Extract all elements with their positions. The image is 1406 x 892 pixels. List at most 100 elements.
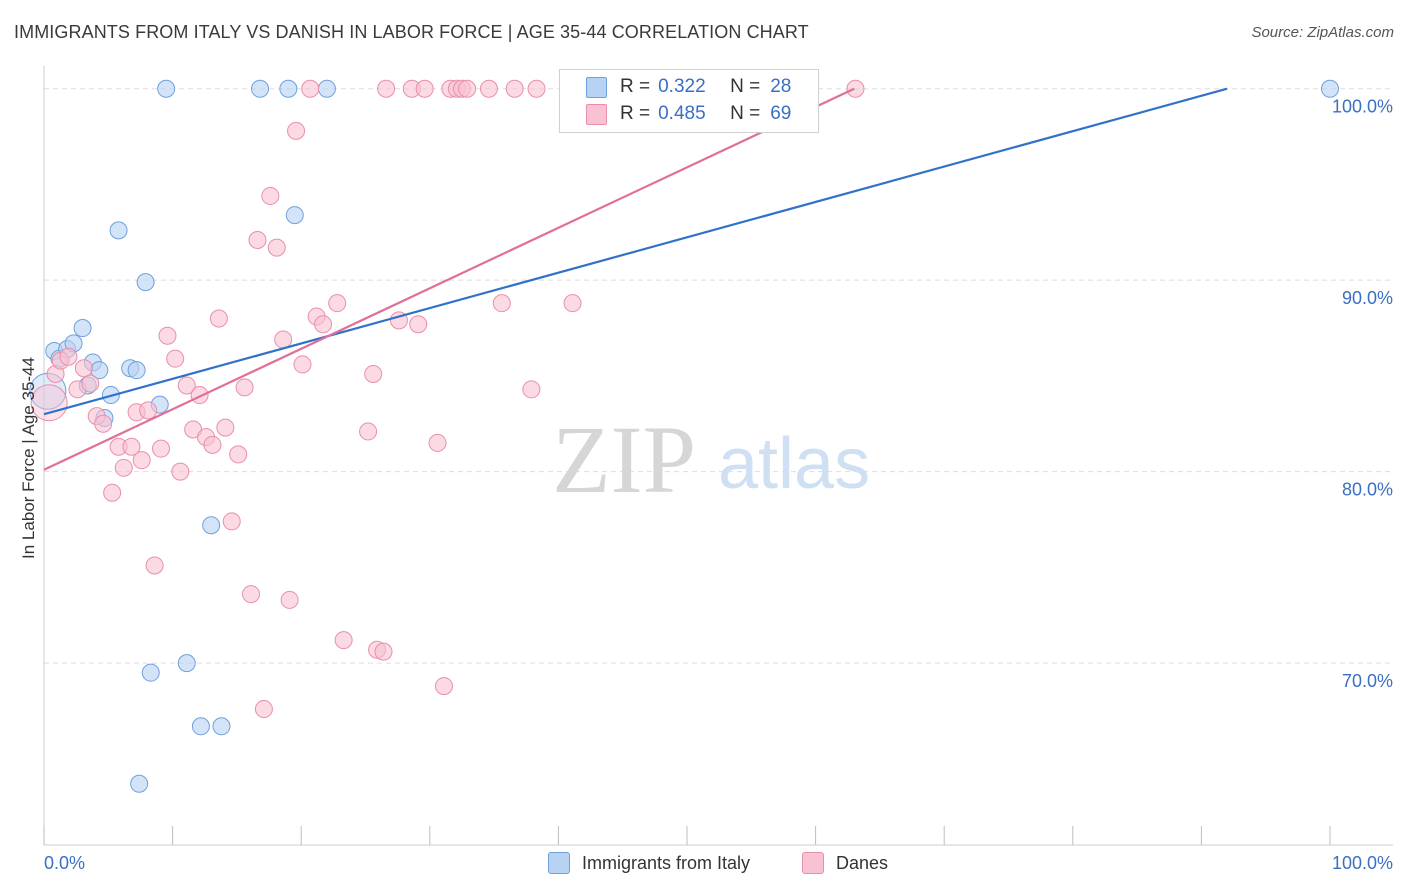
point-pink — [359, 422, 378, 441]
point-pink — [267, 238, 286, 257]
point-blue — [285, 206, 304, 225]
y-tick-label-100: 100.0% — [1332, 97, 1393, 117]
point-pink — [328, 294, 347, 313]
point-pink — [415, 79, 434, 98]
point-pink — [248, 230, 267, 249]
point-pink — [132, 451, 151, 470]
y-tick-label-80: 80.0% — [1342, 480, 1393, 500]
point-pink — [209, 309, 228, 328]
point-pink — [103, 483, 122, 502]
point-pink — [479, 79, 498, 98]
bottom-legend-italy: Immigrants from Italy — [548, 852, 750, 874]
point-pink — [274, 330, 293, 349]
point-pink — [30, 384, 68, 422]
x-tick-label-max: 100.0% — [1332, 853, 1393, 873]
point-blue — [191, 717, 210, 736]
legend-n-label: N = — [730, 103, 761, 124]
point-pink — [563, 294, 582, 313]
point-pink — [166, 349, 185, 368]
point-pink — [428, 433, 447, 452]
point-pink — [334, 631, 353, 650]
legend-n-label: N = — [730, 76, 761, 97]
point-pink — [59, 347, 78, 366]
point-pink — [314, 315, 333, 334]
legend-r-value: 0.322 — [658, 76, 706, 97]
point-blue — [136, 273, 155, 292]
y-axis-title: In Labor Force | Age 35-44 — [19, 357, 38, 559]
point-pink — [374, 642, 393, 661]
legend-r-label: R = — [620, 76, 651, 97]
bottom-legend-danes: Danes — [802, 852, 888, 874]
point-blue — [251, 79, 270, 98]
point-pink — [293, 355, 312, 374]
point-pink — [364, 365, 383, 383]
point-pink — [254, 700, 273, 719]
point-pink — [261, 186, 280, 205]
point-pink — [301, 79, 320, 98]
point-pink — [492, 294, 511, 313]
trend-line-blue — [43, 87, 1228, 416]
legend-r-value: 0.485 — [658, 103, 706, 124]
point-blue — [177, 654, 196, 673]
bottom-legend-swatch-pink — [802, 852, 824, 874]
point-pink — [235, 378, 254, 397]
point-pink — [152, 439, 171, 458]
correlation-legend: R = 0.322 N = 28 R = 0.485 N = 69 — [559, 69, 819, 133]
trend-line-pink — [43, 87, 855, 471]
point-pink — [280, 590, 299, 609]
axes — [43, 66, 1393, 846]
point-pink — [190, 386, 209, 405]
data-points — [29, 79, 1339, 793]
point-pink — [158, 326, 177, 345]
point-pink — [74, 359, 93, 378]
point-blue — [130, 774, 149, 793]
source-credit: Source: ZipAtlas.com — [1251, 24, 1394, 41]
point-pink — [409, 315, 428, 334]
legend-swatch-pink — [586, 103, 607, 125]
point-pink — [846, 79, 865, 98]
point-pink — [434, 677, 453, 696]
point-pink — [139, 401, 158, 420]
point-pink — [458, 79, 477, 98]
watermark-zip: ZIP — [552, 406, 696, 513]
point-pink — [229, 445, 248, 464]
legend-n-value: 69 — [770, 103, 792, 124]
point-pink — [203, 435, 222, 454]
y-tick-labels: 70.0% 80.0% 90.0% 100.0% — [1332, 97, 1393, 691]
point-blue — [73, 319, 92, 338]
legend-r-label: R = — [620, 103, 651, 124]
legend-row-danes: R = 0.485 N = 69 — [586, 102, 792, 126]
grid-lines — [44, 88, 1393, 664]
chart-title: IMMIGRANTS FROM ITALY VS DANISH IN LABOR… — [14, 22, 809, 42]
point-blue — [157, 79, 176, 98]
point-blue — [212, 717, 231, 736]
point-pink — [216, 418, 235, 437]
point-pink — [81, 374, 100, 393]
x-tick-label-min: 0.0% — [44, 853, 85, 873]
point-pink — [171, 462, 190, 481]
point-pink — [177, 376, 196, 395]
point-pink — [114, 458, 133, 477]
point-blue — [127, 361, 146, 380]
bottom-legend-label-italy: Immigrants from Italy — [582, 852, 751, 873]
point-blue — [109, 221, 128, 240]
point-blue — [317, 79, 336, 98]
y-tick-label-90: 90.0% — [1342, 288, 1393, 308]
point-blue — [141, 663, 160, 682]
bottom-legend-swatch-blue — [548, 852, 570, 874]
point-pink — [122, 437, 141, 456]
point-blue — [202, 516, 221, 535]
legend-row-italy: R = 0.322 N = 28 — [586, 75, 792, 99]
watermark: ZIP atlas — [552, 406, 870, 513]
point-pink — [522, 380, 541, 399]
watermark-atlas: atlas — [718, 424, 870, 504]
legend-swatch-blue — [586, 76, 607, 98]
point-pink — [287, 121, 306, 140]
point-pink — [242, 585, 261, 604]
y-tick-label-70: 70.0% — [1342, 671, 1393, 691]
legend-n-value: 28 — [770, 76, 792, 97]
point-pink — [505, 79, 524, 98]
point-pink — [377, 79, 396, 98]
point-pink — [222, 512, 241, 531]
